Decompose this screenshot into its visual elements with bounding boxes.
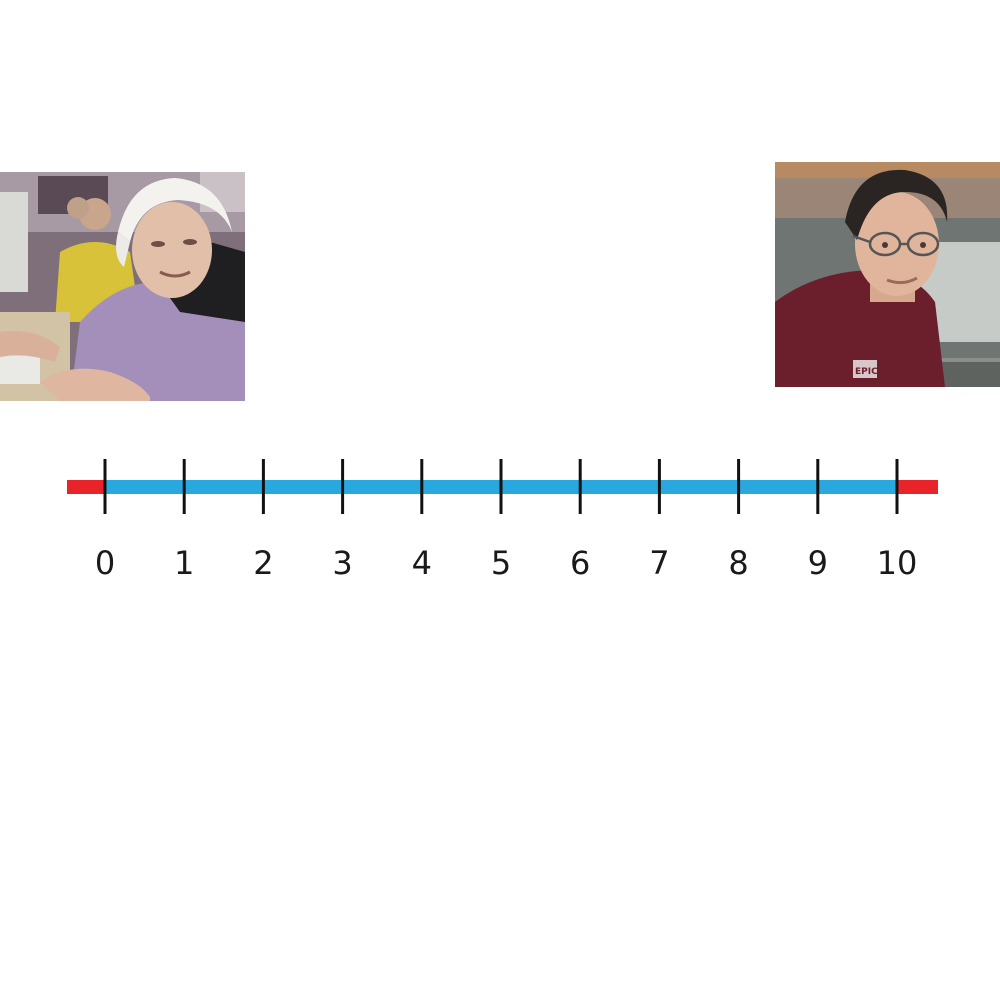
tick-label-3: 3 [332,544,352,582]
tick-label-9: 9 [808,544,828,582]
tick-label-8: 8 [728,544,748,582]
shirt-logo: EPIC [855,367,878,377]
tick-label-1: 1 [174,544,194,582]
man-with-glasses-photo: EPIC [775,162,1000,387]
tick-label-4: 4 [412,544,432,582]
tick-label-5: 5 [491,544,511,582]
tick-label-0: 0 [95,544,115,582]
tick-label-10: 10 [877,544,918,582]
number-line: 0 1 2 3 4 5 6 7 8 9 10 [67,459,938,582]
elderly-woman-photo [0,172,245,401]
tick-label-7: 7 [649,544,669,582]
tick-label-6: 6 [570,544,590,582]
tick-label-2: 2 [253,544,273,582]
